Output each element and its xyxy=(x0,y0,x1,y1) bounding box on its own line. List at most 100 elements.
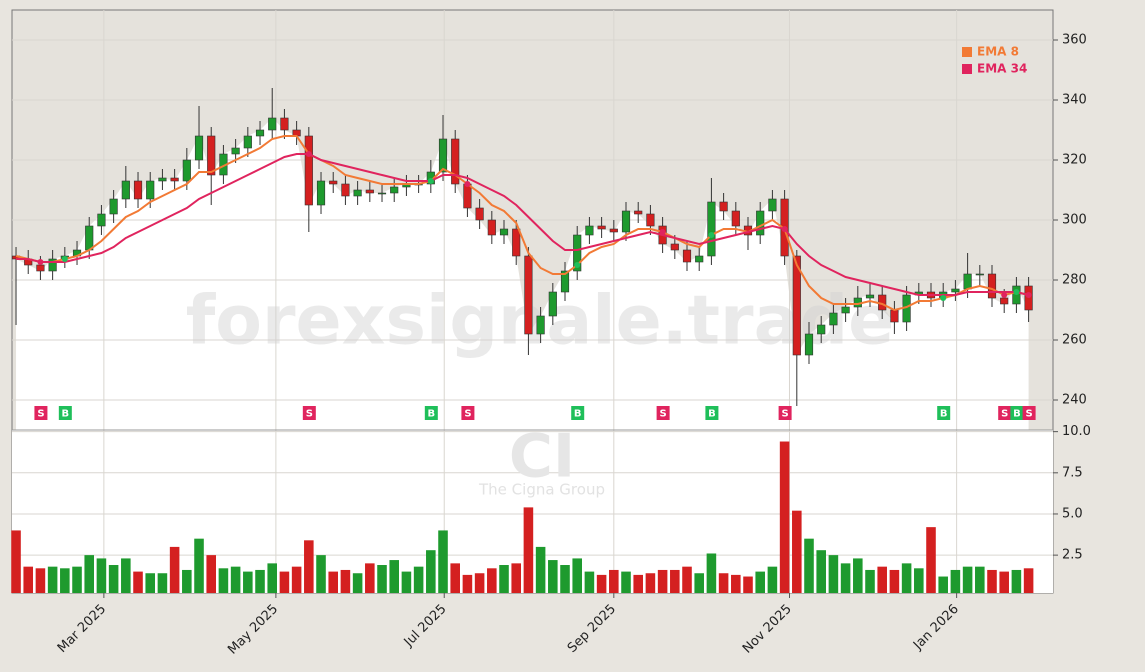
volume-bar xyxy=(657,569,668,593)
candle-body xyxy=(36,264,45,272)
volume-bar xyxy=(35,568,46,593)
volume-bar xyxy=(779,441,790,593)
close-area xyxy=(16,118,1029,430)
candle-body xyxy=(121,180,130,200)
volume-bar xyxy=(474,573,485,593)
volume-bar xyxy=(230,566,241,593)
signal-badge xyxy=(1022,406,1036,420)
candle-body xyxy=(353,189,362,197)
legend-label: EMA 34 xyxy=(977,62,1027,76)
volume-bar xyxy=(182,569,192,593)
candle-body xyxy=(268,117,277,131)
volume-bar xyxy=(389,560,399,593)
candle-body xyxy=(646,213,655,227)
x-tick-label: Mar 2025 xyxy=(55,602,109,656)
volume-bar xyxy=(291,566,302,593)
candle-body xyxy=(146,180,155,200)
volume-bar xyxy=(816,550,826,593)
volume-bar xyxy=(609,569,619,593)
candle-body xyxy=(487,219,496,236)
candle-body xyxy=(560,270,570,293)
volume-bar xyxy=(11,530,21,593)
volume-bar xyxy=(621,571,631,593)
volume-bar xyxy=(523,507,534,593)
volume-tick-label: 2.5 xyxy=(1062,548,1083,563)
candle-body xyxy=(499,228,509,236)
candle-body xyxy=(255,129,265,137)
candle-body xyxy=(329,180,338,185)
candle-body xyxy=(158,177,167,182)
candle-body xyxy=(890,309,899,323)
signal-label: B xyxy=(428,409,436,420)
signal-label: S xyxy=(660,409,667,420)
candle-body xyxy=(97,213,106,227)
volume-bar xyxy=(316,555,326,593)
signal-dot xyxy=(781,226,788,232)
candle-body xyxy=(841,306,850,314)
volume-tick-label: 5.0 xyxy=(1062,506,1083,521)
candle-body xyxy=(365,189,374,194)
candle-body xyxy=(817,324,826,335)
candle-body xyxy=(463,183,472,209)
volume-bar xyxy=(718,573,729,593)
candle-body xyxy=(231,147,240,155)
candle-body xyxy=(390,186,399,194)
signal-badge xyxy=(656,406,670,420)
candle-body xyxy=(731,210,740,227)
volume-bar xyxy=(108,565,119,593)
signal-label: S xyxy=(37,409,44,420)
signal-label: B xyxy=(940,409,948,420)
candle-body xyxy=(438,138,448,173)
signal-dot xyxy=(1013,289,1020,295)
candle-body xyxy=(707,201,716,257)
volume-bar xyxy=(133,571,143,593)
volume-bar xyxy=(47,566,58,593)
candle-body xyxy=(512,228,521,257)
candle-body xyxy=(865,294,875,299)
signal-badge xyxy=(461,406,475,420)
volume-bar xyxy=(950,569,961,593)
volume-bar xyxy=(584,571,595,593)
x-tick-label: May 2025 xyxy=(225,602,281,658)
candle-body xyxy=(48,258,57,272)
y-tick-label: 280 xyxy=(1062,273,1087,288)
y-tick-label: 320 xyxy=(1062,153,1087,168)
volume-bar xyxy=(169,546,180,593)
volume-bar xyxy=(645,573,656,593)
volume-bar xyxy=(23,566,34,593)
ema-line xyxy=(15,135,1029,312)
volume-bar xyxy=(304,540,314,593)
volume-bar xyxy=(1023,568,1034,593)
ema-line xyxy=(16,153,1029,296)
candle-body xyxy=(316,180,326,206)
signal-dot xyxy=(940,295,947,301)
y-tick-label: 260 xyxy=(1062,333,1087,348)
signal-dot xyxy=(305,151,312,157)
volume-bar xyxy=(1011,569,1022,593)
signal-badge xyxy=(998,406,1012,420)
volume-bar xyxy=(255,569,265,593)
signal-label: S xyxy=(306,409,313,420)
volume-bar xyxy=(426,550,436,593)
volume-bar xyxy=(96,558,107,593)
volume-bar xyxy=(743,576,753,593)
candle-body xyxy=(524,255,533,335)
signal-badge xyxy=(937,406,951,420)
candle-body xyxy=(792,255,801,356)
volume-bar xyxy=(767,566,778,593)
signal-label: S xyxy=(1025,409,1032,420)
candle-body xyxy=(280,117,289,131)
volume-bar xyxy=(548,560,558,593)
candle-body xyxy=(170,177,179,182)
company-watermark: The Cigna Group xyxy=(478,481,605,499)
volume-bar xyxy=(828,555,839,593)
volume-bar xyxy=(84,555,95,593)
candle-body xyxy=(194,135,204,161)
candle-body xyxy=(768,198,777,212)
legend-label: EMA 8 xyxy=(977,45,1019,59)
signal-badge xyxy=(778,406,792,420)
signal-dot xyxy=(427,178,434,184)
candle-body xyxy=(548,291,557,317)
y-tick-label: 240 xyxy=(1062,393,1087,408)
volume-bar xyxy=(731,574,741,593)
